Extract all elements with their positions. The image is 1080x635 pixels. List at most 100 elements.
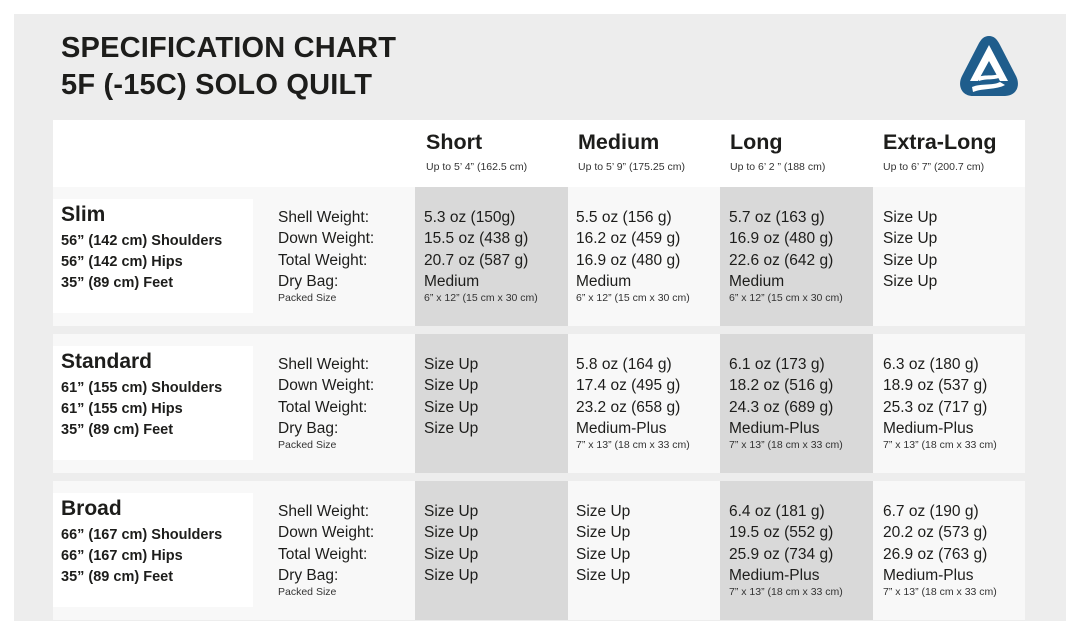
spec-cell-broad-long: 6.4 oz (181 g) 19.5 oz (552 g) 25.9 oz (… — [729, 501, 843, 599]
total-weight-value: 24.3 oz (689 g) — [729, 398, 834, 416]
shell-weight-value: Size Up — [883, 209, 938, 226]
dry-bag-label: Dry Bag: — [278, 566, 339, 584]
dry-bag-value: Size Up — [576, 566, 631, 584]
size-dimensions: 56” (142 cm) Shoulders 56” (142 cm) Hips… — [61, 231, 222, 294]
column-header-short: Short Up to 5’ 4” (162.5 cm) — [426, 128, 527, 173]
feet-dimension: 35” (89 cm) Feet — [61, 275, 174, 291]
shade-long-broad — [720, 481, 873, 620]
shoulders-dimension: 66” (167 cm) Shoulders — [61, 527, 223, 543]
total-weight-value: Size Up — [883, 251, 938, 269]
shell-weight-value: 5.5 oz (156 g) — [576, 209, 672, 226]
shade-long-slim — [720, 187, 873, 326]
packed-size-value: 7” x 13” (18 cm x 33 cm) — [576, 439, 690, 452]
column-range: Up to 5’ 9” (175.25 cm) — [578, 161, 685, 173]
shell-weight-value: 5.3 oz (150g) — [424, 209, 516, 226]
dry-bag-value: Medium-Plus — [576, 419, 667, 437]
shell-weight-value: 6.1 oz (173 g) — [729, 356, 825, 373]
dry-bag-value: Medium-Plus — [729, 419, 820, 437]
dry-bag-value: Medium — [424, 272, 480, 290]
total-weight-label: Total Weight: — [278, 545, 368, 563]
total-weight-value: 22.6 oz (642 g) — [729, 251, 834, 269]
size-dimensions: 66” (167 cm) Shoulders 66” (167 cm) Hips… — [61, 525, 222, 588]
packed-size-value: 6” x 12” (15 cm x 30 cm) — [424, 292, 538, 305]
title-line-2: 5F (-15C) SOLO QUILT — [61, 69, 373, 101]
size-name: Slim — [61, 203, 106, 226]
dry-bag-label: Dry Bag: — [278, 272, 339, 290]
total-weight-value: 25.9 oz (734 g) — [729, 545, 834, 563]
packed-size-value: 7” x 13” (18 cm x 33 cm) — [729, 439, 843, 452]
down-weight-value: 20.2 oz (573 g) — [883, 524, 988, 542]
down-weight-value: Size Up — [883, 230, 938, 248]
shell-weight-value: 5.7 oz (163 g) — [729, 209, 825, 226]
shell-weight-value: Size Up — [576, 503, 631, 520]
total-weight-value: 16.9 oz (480 g) — [576, 251, 681, 269]
shell-weight-value: Size Up — [424, 503, 479, 520]
column-range: Up to 6’ 2 ” (188 cm) — [730, 161, 826, 173]
column-name: Extra-Long — [883, 130, 997, 154]
spec-labels: Shell Weight: Down Weight: Total Weight:… — [278, 354, 374, 452]
spec-cell-standard-extra-long: 6.3 oz (180 g) 18.9 oz (537 g) 25.3 oz (… — [883, 354, 997, 452]
spec-cell-broad-extra-long: 6.7 oz (190 g) 20.2 oz (573 g) 26.9 oz (… — [883, 501, 997, 599]
total-weight-label: Total Weight: — [278, 398, 368, 416]
down-weight-value: 17.4 oz (495 g) — [576, 377, 681, 395]
packed-size-value: 7” x 13” (18 cm x 33 cm) — [729, 586, 843, 599]
spec-cell-standard-long: 6.1 oz (173 g) 18.2 oz (516 g) 24.3 oz (… — [729, 354, 843, 452]
shell-weight-label: Shell Weight: — [278, 356, 370, 373]
spec-cell-slim-extra-long: Size Up Size Up Size Up Size Up — [883, 207, 937, 292]
size-card-slim: Slim 56” (142 cm) Shoulders 56” (142 cm)… — [53, 199, 253, 313]
size-dimensions: 61” (155 cm) Shoulders 61” (155 cm) Hips… — [61, 378, 222, 441]
shell-weight-value: 6.3 oz (180 g) — [883, 356, 979, 373]
hips-dimension: 61” (155 cm) Hips — [61, 401, 183, 417]
column-range: Up to 6’ 7” (200.7 cm) — [883, 161, 985, 173]
shoulders-dimension: 56” (142 cm) Shoulders — [61, 233, 223, 249]
down-weight-label: Down Weight: — [278, 230, 375, 248]
total-weight-value: Size Up — [424, 398, 479, 416]
dry-bag-value: Medium-Plus — [883, 419, 974, 437]
spec-labels: Shell Weight: Down Weight: Total Weight:… — [278, 501, 374, 599]
packed-size-value: 7” x 13” (18 cm x 33 cm) — [883, 439, 997, 452]
hips-dimension: 66” (167 cm) Hips — [61, 548, 183, 564]
total-weight-value: 26.9 oz (763 g) — [883, 545, 988, 563]
total-weight-value: 25.3 oz (717 g) — [883, 398, 988, 416]
hips-dimension: 56” (142 cm) Hips — [61, 254, 183, 270]
shell-weight-value: Size Up — [424, 356, 479, 373]
total-weight-value: 23.2 oz (658 g) — [576, 398, 681, 416]
dry-bag-value: Size Up — [424, 419, 479, 437]
page-title: SPECIFICATION CHART 5F (-15C) SOLO QUILT — [61, 30, 396, 104]
down-weight-value: Size Up — [424, 377, 479, 395]
column-header-band — [53, 120, 1025, 187]
dry-bag-value: Medium — [729, 272, 785, 290]
packed-size-value: 6” x 12” (15 cm x 30 cm) — [729, 292, 843, 305]
down-weight-label: Down Weight: — [278, 377, 375, 395]
size-name: Broad — [61, 497, 122, 520]
packed-size-label: Packed Size — [278, 586, 337, 599]
spec-cell-broad-medium: Size Up Size Up Size Up Size Up — [576, 501, 630, 586]
shade-long-standard — [720, 334, 873, 473]
dry-bag-value: Size Up — [424, 566, 479, 584]
spec-cell-standard-medium: 5.8 oz (164 g) 17.4 oz (495 g) 23.2 oz (… — [576, 354, 690, 452]
total-weight-value: Size Up — [576, 545, 631, 563]
down-weight-value: 15.5 oz (438 g) — [424, 230, 529, 248]
packed-size-value: 6” x 12” (15 cm x 30 cm) — [576, 292, 690, 305]
size-name: Standard — [61, 350, 153, 373]
feet-dimension: 35” (89 cm) Feet — [61, 569, 174, 585]
column-header-long: Long Up to 6’ 2 ” (188 cm) — [730, 128, 825, 173]
spec-cell-slim-short: 5.3 oz (150g) 15.5 oz (438 g) 20.7 oz (5… — [424, 207, 538, 305]
down-weight-value: 16.2 oz (459 g) — [576, 230, 681, 248]
column-header-medium: Medium Up to 5’ 9” (175.25 cm) — [578, 128, 685, 173]
shade-short-slim — [415, 187, 568, 326]
shoulders-dimension: 61” (155 cm) Shoulders — [61, 380, 223, 396]
down-weight-value: 18.2 oz (516 g) — [729, 377, 834, 395]
spec-cell-slim-long: 5.7 oz (163 g) 16.9 oz (480 g) 22.6 oz (… — [729, 207, 843, 305]
size-card-standard: Standard 61” (155 cm) Shoulders 61” (155… — [53, 346, 253, 460]
dry-bag-value: Medium-Plus — [729, 566, 820, 584]
dry-bag-value: Medium-Plus — [883, 566, 974, 584]
dry-bag-value: Size Up — [883, 272, 938, 290]
spec-labels: Shell Weight: Down Weight: Total Weight:… — [278, 207, 374, 305]
column-name: Long — [730, 130, 783, 154]
down-weight-value: 16.9 oz (480 g) — [729, 230, 834, 248]
down-weight-value: Size Up — [576, 524, 631, 542]
packed-size-value: 7” x 13” (18 cm x 33 cm) — [883, 586, 997, 599]
shade-short-standard — [415, 334, 568, 473]
packed-size-label: Packed Size — [278, 439, 337, 452]
